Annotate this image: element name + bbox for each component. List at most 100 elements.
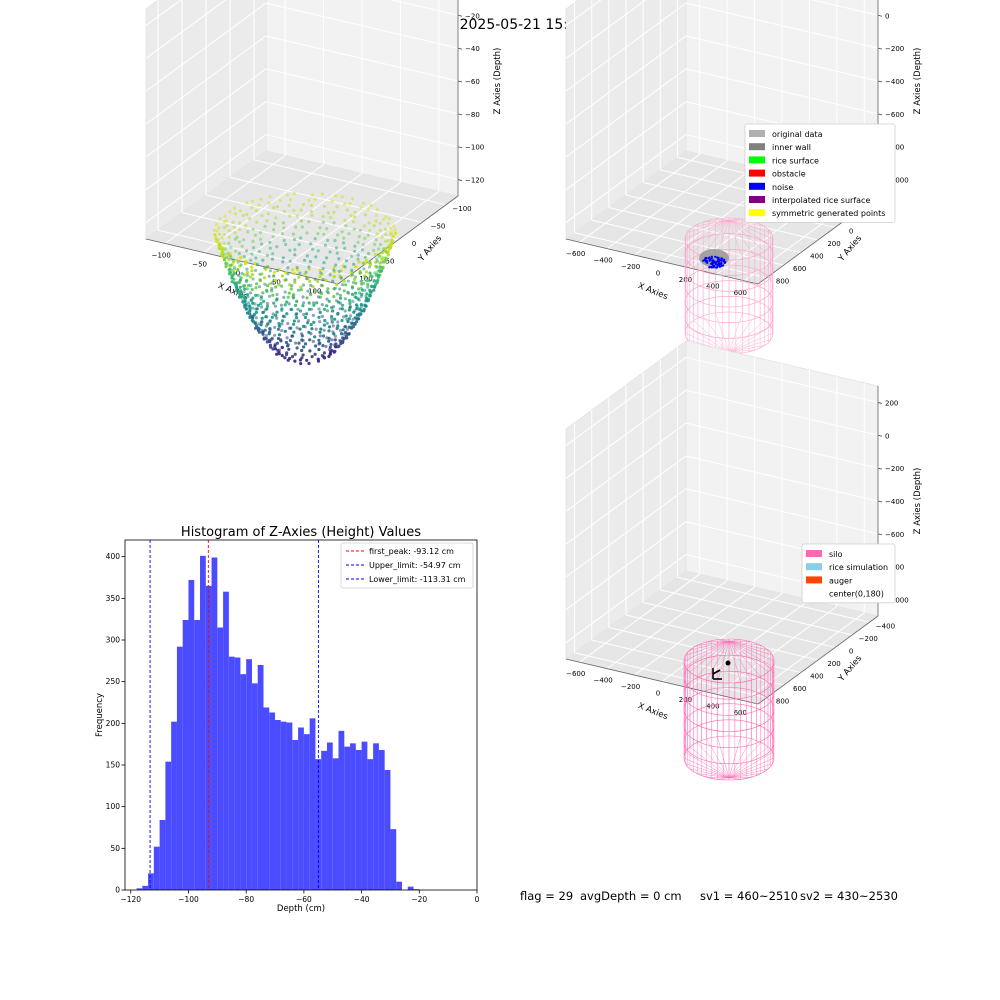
histogram-bar: [228, 656, 235, 890]
raw-data-point: [246, 295, 250, 299]
noise-point: [710, 256, 713, 260]
y-tick-label: 50: [110, 844, 120, 853]
raw-data-point: [227, 229, 231, 233]
raw-data-point: [375, 232, 379, 236]
silo-roof-line: [685, 641, 730, 656]
raw-data-point: [263, 266, 267, 270]
raw-data-point: [347, 308, 351, 312]
raw-data-point: [383, 227, 388, 231]
raw-data-point: [273, 325, 277, 329]
raw-data-point: [237, 274, 241, 278]
raw-data-point: [243, 262, 248, 266]
raw-data-point: [220, 248, 224, 252]
raw-data-point: [281, 256, 285, 260]
raw-data-point: [329, 342, 333, 347]
z-tick-mark: [877, 434, 883, 437]
silo-floor-line: [685, 763, 730, 778]
raw-data-point: [275, 245, 279, 249]
raw-data-point: [293, 352, 297, 356]
silo-floor-line: [728, 752, 773, 778]
raw-data-point: [363, 236, 367, 240]
raw-data-point: [350, 268, 354, 272]
raw-data-point: [234, 285, 238, 289]
raw-data-point: [302, 345, 306, 349]
silo-floor-line: [715, 312, 730, 352]
raw-data-point: [327, 339, 331, 343]
raw-data-point: [306, 321, 310, 325]
raw-data-point: [335, 283, 339, 287]
legend-swatch: [749, 156, 765, 164]
raw-data-point: [310, 355, 314, 359]
raw-data-point: [340, 318, 344, 323]
auger-marker: [712, 668, 722, 680]
raw-data-point: [330, 338, 334, 342]
raw-data-point: [248, 275, 252, 279]
x-tick-label: 600: [734, 289, 747, 297]
raw-data-point: [341, 241, 346, 245]
raw-data-point: [337, 269, 341, 274]
y-tick-label: 0: [412, 240, 416, 248]
raw-data-point: [365, 292, 369, 296]
noise-point: [711, 259, 714, 262]
z-tick-mark: [457, 47, 463, 50]
raw-data-point: [321, 334, 326, 338]
raw-data-point: [250, 205, 254, 210]
grid-line: [145, 134, 267, 223]
raw-data-point: [283, 315, 287, 319]
raw-data-point: [303, 315, 308, 320]
raw-data-point: [343, 309, 347, 313]
raw-data-point: [295, 299, 299, 303]
raw-data-point: [286, 272, 290, 276]
y-tick-label: 150: [106, 761, 121, 770]
raw-data-point: [359, 295, 363, 299]
z-tick-label: −20: [465, 12, 480, 20]
raw-data-point: [280, 345, 285, 349]
raw-data-point: [294, 225, 298, 229]
avg-depth-readout: avgDepth = 0 cm: [580, 889, 682, 903]
raw-data-point: [222, 258, 227, 262]
raw-data-point: [266, 212, 270, 216]
raw-data-point: [378, 228, 382, 232]
silo-roof-line: [728, 641, 761, 677]
raw-data-point: [393, 228, 397, 232]
raw-data-point: [293, 280, 297, 285]
raw-data-point: [325, 336, 329, 340]
raw-data-point: [272, 301, 276, 305]
raw-data-point: [217, 238, 221, 242]
x-tick-label: 0: [656, 270, 660, 278]
raw-data-point: [333, 334, 338, 338]
raw-data-point: [353, 265, 358, 269]
silo-floor-line: [728, 763, 773, 778]
silo-floor-line: [728, 757, 775, 778]
raw-data-point: [353, 215, 357, 219]
raw-data-point: [292, 191, 296, 195]
z-tick-label: −600: [885, 111, 904, 119]
raw-data-point: [245, 201, 249, 205]
raw-data-point: [321, 267, 325, 271]
raw-data-point: [301, 353, 305, 357]
raw-data-point: [358, 271, 362, 275]
raw-data-point: [280, 354, 284, 358]
silo-floor-line: [728, 315, 756, 353]
raw-data-point: [308, 259, 312, 264]
raw-data-point: [385, 246, 389, 250]
grid-line: [685, 455, 879, 502]
panel-classify-3d: 3D classify of Silo Interior−600−400−200…: [565, 0, 923, 355]
raw-data-point: [313, 335, 317, 339]
raw-data-point: [368, 290, 372, 294]
histogram-bar: [217, 627, 224, 890]
legend-label: center(0,180): [829, 590, 884, 599]
grid-line: [565, 101, 687, 191]
raw-data-point: [251, 314, 255, 318]
histogram-bar: [280, 721, 287, 890]
raw-data-point: [250, 252, 254, 256]
silo-roof-line: [706, 641, 730, 681]
raw-data-point: [300, 348, 304, 353]
y-tick-label: −50: [431, 222, 446, 230]
raw-data-point: [244, 279, 248, 284]
y-tick-label: 350: [106, 594, 121, 603]
y-tick-label: 250: [106, 677, 121, 686]
raw-data-point: [325, 297, 329, 301]
raw-data-point: [284, 340, 289, 345]
raw-data-point: [274, 285, 278, 289]
